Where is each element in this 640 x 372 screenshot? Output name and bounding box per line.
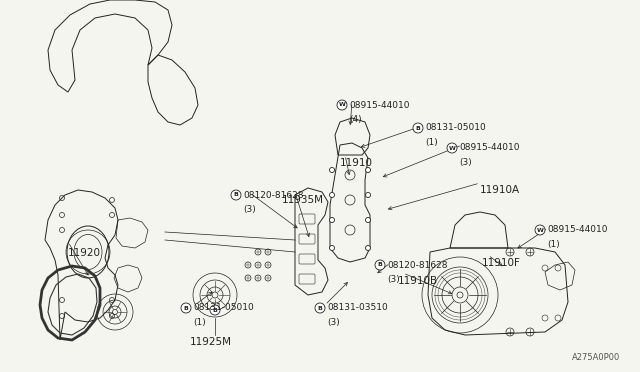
Text: 08915-44010: 08915-44010 [349,100,410,109]
Text: 08131-05010: 08131-05010 [193,304,253,312]
Text: 08915-44010: 08915-44010 [459,144,520,153]
Circle shape [330,192,335,198]
Text: 11925M: 11925M [190,337,232,347]
Text: 08915-44010: 08915-44010 [547,225,607,234]
Circle shape [181,303,191,313]
Text: B: B [415,125,420,131]
Text: 11910: 11910 [340,158,373,168]
Circle shape [365,218,371,222]
Text: (1): (1) [193,318,205,327]
Text: (4): (4) [349,115,362,124]
Text: 11935M: 11935M [282,195,324,205]
Circle shape [330,246,335,250]
Text: 08120-81628: 08120-81628 [387,260,447,269]
Text: 08131-05010: 08131-05010 [425,124,486,132]
Text: (1): (1) [547,240,560,249]
Circle shape [337,100,347,110]
Text: (3): (3) [327,318,340,327]
Text: 11920: 11920 [68,248,101,258]
Text: W: W [536,228,543,232]
Circle shape [413,123,423,133]
Circle shape [365,246,371,250]
Circle shape [330,167,335,173]
Text: 11910A: 11910A [480,185,520,195]
Text: (3): (3) [243,205,256,214]
Text: B: B [317,305,323,311]
Circle shape [365,167,371,173]
Circle shape [231,190,241,200]
Text: W: W [339,103,346,108]
Text: B: B [378,263,383,267]
Text: A275A0P00: A275A0P00 [572,353,620,362]
Text: 11910B: 11910B [398,276,438,286]
Text: B: B [212,308,218,312]
Text: (3): (3) [387,275,400,284]
Text: W: W [449,145,456,151]
Circle shape [210,305,220,315]
Text: 08131-03510: 08131-03510 [327,304,388,312]
Circle shape [315,303,325,313]
Circle shape [330,218,335,222]
Circle shape [535,225,545,235]
Text: (3): (3) [459,158,472,167]
Circle shape [365,192,371,198]
Circle shape [375,260,385,270]
Text: 08120-81628: 08120-81628 [243,190,303,199]
Circle shape [447,143,457,153]
Text: B: B [184,305,188,311]
Text: (1): (1) [425,138,438,147]
Text: 11910F: 11910F [482,258,521,268]
Text: B: B [234,192,239,198]
